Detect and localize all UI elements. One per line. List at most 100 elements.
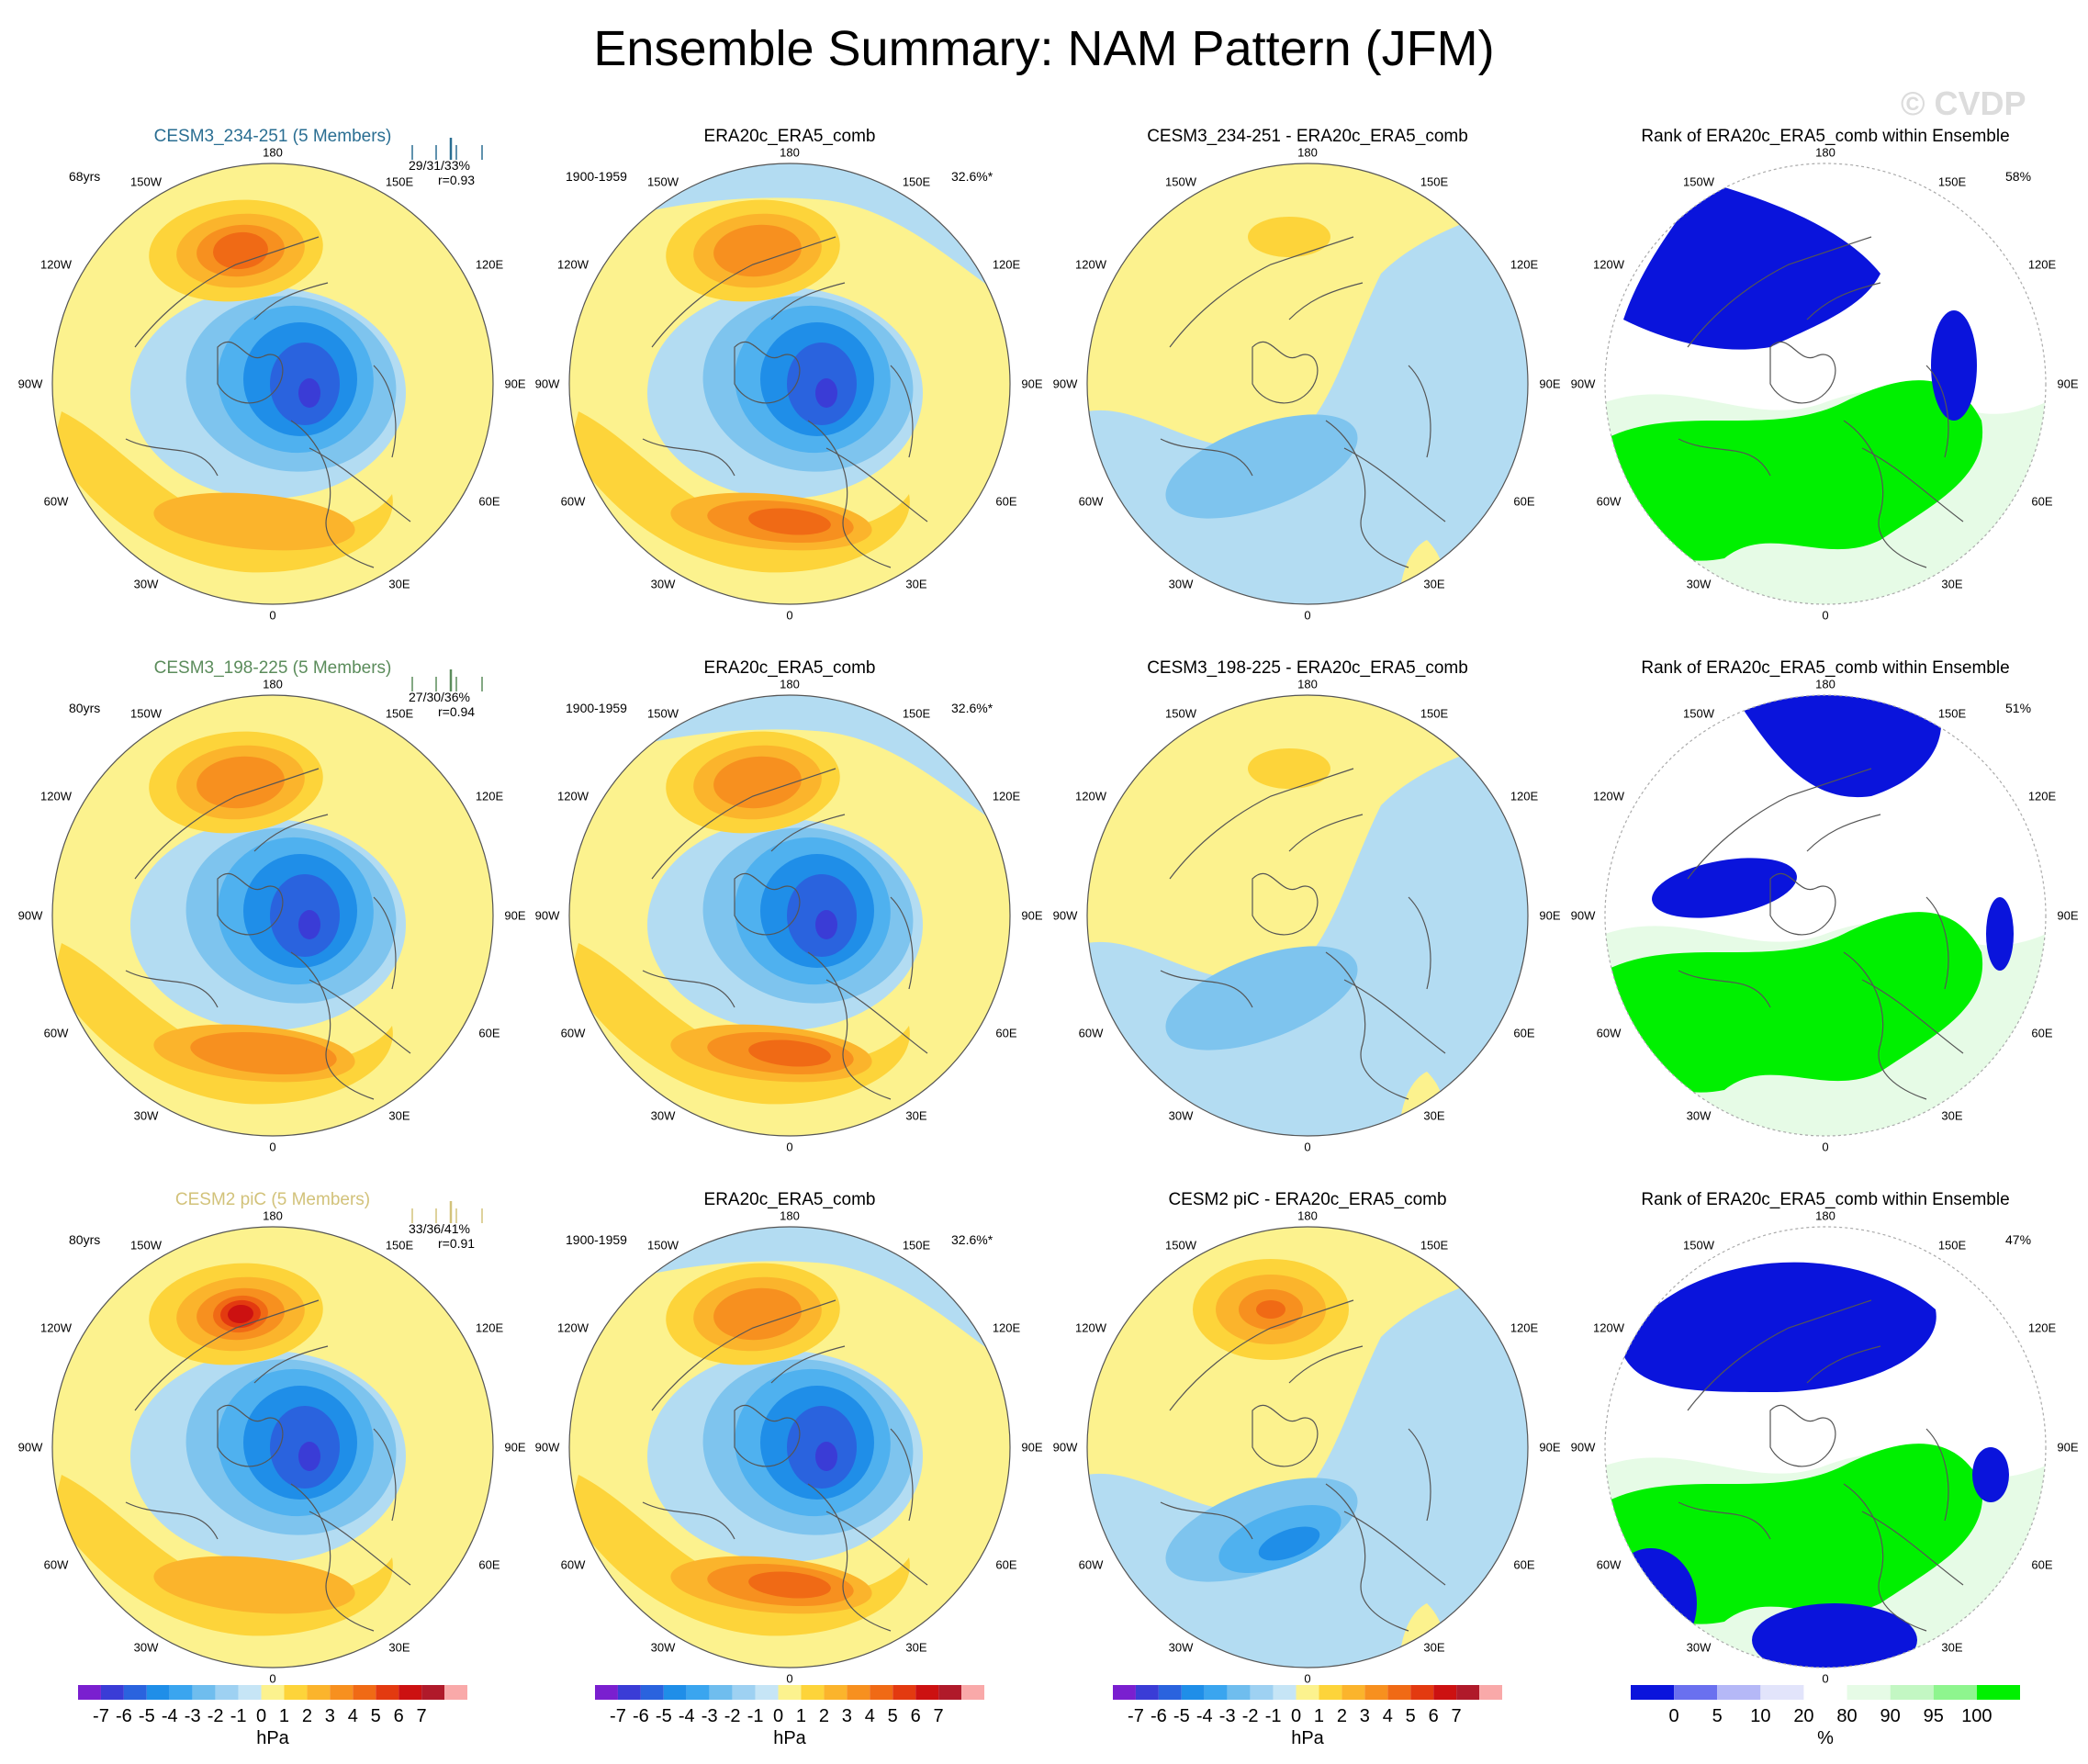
longitude-label: 30E	[388, 1640, 410, 1655]
longitude-label: 150W	[1683, 174, 1714, 189]
colorbar-swatch	[617, 1685, 641, 1700]
longitude-label: 120W	[557, 257, 589, 272]
longitude-label: 30E	[1941, 1640, 1963, 1655]
rank-title: Rank of ERA20c_ERA5_comb within Ensemble	[1641, 658, 2010, 678]
longitude-label: 90E	[2057, 1440, 2079, 1455]
colorbar-tick-label: -1	[230, 1706, 247, 1726]
longitude-label: 0	[269, 1140, 276, 1154]
nam-pattern-map	[1086, 694, 1529, 1137]
longitude-label: 30W	[1686, 1108, 1712, 1123]
coastline	[770, 282, 846, 320]
coastline	[642, 438, 735, 477]
longitude-label: 150E	[1420, 174, 1449, 189]
longitude-label: 180	[1297, 677, 1318, 691]
coastline	[1806, 282, 1881, 320]
correlation-label: r=0.93	[438, 173, 476, 187]
colorbar-tick-label: 6	[394, 1706, 404, 1726]
negative-contour	[1165, 414, 1358, 519]
colorbar-swatch	[1181, 1685, 1205, 1700]
longitude-label: 90W	[1052, 376, 1078, 391]
colorbar-swatch	[1760, 1685, 1804, 1700]
pct-range-label: 27/30/36%	[409, 690, 470, 704]
longitude-label: 0	[1822, 1140, 1829, 1154]
colorbar-tick-label: -1	[747, 1706, 764, 1726]
nam-pattern-map	[568, 694, 1011, 1137]
longitude-label: 90W	[1052, 908, 1078, 923]
colorbar-tick-label: -6	[633, 1706, 649, 1726]
nam-pattern-map	[568, 1226, 1011, 1668]
longitude-label: 150E	[1937, 1238, 1967, 1253]
colorbar-tick-label: 5	[1712, 1706, 1723, 1726]
coastline	[1252, 872, 1319, 936]
longitude-label: 150W	[1683, 1238, 1714, 1253]
coastline	[1843, 951, 1927, 1100]
colorbar-swatch	[1890, 1685, 1934, 1700]
coastline	[1925, 365, 1949, 458]
colorbar-swatch	[146, 1685, 170, 1700]
rank-pct-label: 47%	[2005, 1232, 2032, 1247]
colorbar-tick-label: 7	[417, 1706, 427, 1726]
colorbar-tick-label: 5	[1406, 1706, 1416, 1726]
longitude-label: 120E	[992, 1320, 1021, 1335]
longitude-label: 120W	[40, 1320, 72, 1335]
colorbar-swatch	[870, 1685, 893, 1700]
longitude-label: 180	[1297, 1208, 1318, 1223]
longitude-label: 90W	[1052, 1440, 1078, 1455]
colorbar-tick-label: -4	[1196, 1706, 1213, 1726]
longitude-label: 30W	[133, 577, 159, 591]
longitude-label: 180	[780, 677, 800, 691]
map-boundary	[1086, 163, 1529, 605]
coastline	[1861, 979, 1964, 1054]
coastline	[770, 1345, 846, 1384]
coastline	[807, 1483, 892, 1632]
colorbar: -7 -6 -5 -4 -3 -2 -1 0 1 2 3 4 5 6 7 hPa	[78, 1685, 467, 1748]
longitude-label: 0	[786, 1140, 793, 1154]
colorbar-swatch	[78, 1685, 101, 1700]
rank-100	[1605, 912, 1983, 1093]
longitude-label: 150W	[1683, 706, 1714, 721]
colorbar-swatch	[307, 1685, 331, 1700]
coastline	[825, 447, 928, 522]
colorbar-swatch	[595, 1685, 618, 1700]
longitude-label: 30E	[905, 1108, 927, 1123]
coastline	[125, 970, 219, 1008]
coastline	[373, 365, 397, 458]
map-boundary	[51, 163, 494, 605]
observation-title: ERA20c_ERA5_comb	[703, 658, 876, 678]
positive-contour	[1248, 748, 1330, 789]
longitude-label: 90E	[504, 908, 526, 923]
colorbar-swatch	[847, 1685, 870, 1700]
coastline	[253, 1345, 329, 1384]
colorbar-swatch	[1674, 1685, 1718, 1700]
negative-contour	[815, 378, 837, 408]
colorbar-swatch	[1456, 1685, 1480, 1700]
colorbar-swatch	[824, 1685, 848, 1700]
colorbar-swatch	[1204, 1685, 1228, 1700]
longitude-label: 150W	[647, 174, 679, 189]
longitude-label: 120E	[992, 789, 1021, 803]
colorbar-swatch	[961, 1685, 984, 1700]
longitude-label: 150W	[1165, 174, 1196, 189]
negative-contour	[298, 378, 320, 408]
longitude-label: 120E	[2027, 257, 2057, 272]
negative-contour	[1258, 1526, 1320, 1561]
map-boundary	[1604, 1226, 2047, 1668]
colorbar-tick-label: -7	[1128, 1706, 1144, 1726]
longitude-label: 90W	[534, 908, 560, 923]
colorbar-swatch	[1976, 1685, 2020, 1700]
longitude-label: 120W	[1593, 789, 1624, 803]
colorbar-tick-label: 7	[934, 1706, 944, 1726]
colorbar-tick-label: 80	[1836, 1706, 1857, 1726]
longitude-label: 60E	[1513, 494, 1535, 509]
coastline	[1169, 236, 1354, 348]
longitude-label: 180	[1815, 1208, 1835, 1223]
colorbar-swatch	[1364, 1685, 1388, 1700]
pct-range-label: 33/36/41%	[409, 1221, 470, 1236]
colorbar-swatch	[1135, 1685, 1159, 1700]
longitude-label: 150W	[647, 1238, 679, 1253]
colorbar-swatch	[169, 1685, 193, 1700]
coastline	[1843, 1483, 1927, 1632]
colorbar-swatch	[444, 1685, 467, 1700]
rank-100	[1605, 1444, 1983, 1624]
coastline	[1408, 1428, 1431, 1522]
